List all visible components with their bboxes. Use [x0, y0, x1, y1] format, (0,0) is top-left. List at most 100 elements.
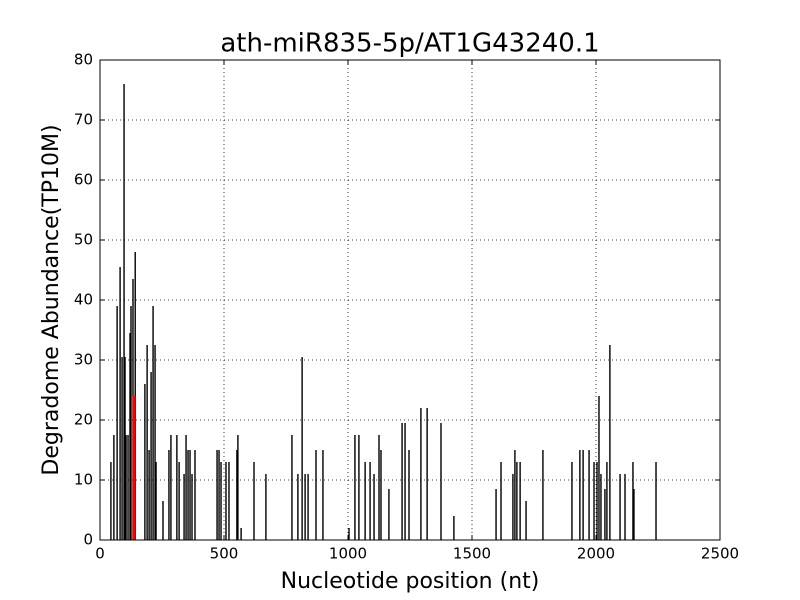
- bar: [633, 489, 635, 540]
- bar: [519, 462, 521, 540]
- bar: [388, 489, 390, 540]
- bar: [579, 450, 581, 540]
- bar: [426, 408, 428, 540]
- bar: [130, 306, 132, 540]
- bar: [154, 345, 156, 540]
- bar: [185, 435, 187, 540]
- bar: [364, 462, 366, 540]
- x-tick-label: 2500: [701, 545, 739, 563]
- bar: [408, 450, 410, 540]
- bar: [440, 423, 442, 540]
- bar: [593, 462, 595, 540]
- bar: [132, 396, 136, 540]
- bar: [110, 462, 112, 540]
- bar: [315, 450, 317, 540]
- x-tick-label: 1000: [329, 545, 367, 563]
- bar: [218, 450, 220, 540]
- bar: [348, 528, 350, 540]
- bar: [129, 333, 131, 540]
- bar: [168, 450, 170, 540]
- bar: [155, 462, 157, 540]
- y-tick-label: 70: [74, 111, 93, 129]
- bar: [304, 474, 306, 540]
- bar: [358, 435, 360, 540]
- bar: [582, 450, 584, 540]
- y-tick-label: 50: [74, 231, 93, 249]
- bar: [162, 501, 164, 540]
- y-tick-label: 30: [74, 351, 93, 369]
- bar: [609, 345, 611, 540]
- bar: [420, 408, 422, 540]
- bar: [369, 462, 371, 540]
- bar: [624, 474, 626, 540]
- bar: [525, 501, 527, 540]
- x-axis-label: Nucleotide position (nt): [281, 569, 540, 594]
- bar: [297, 474, 299, 540]
- bar: [144, 384, 146, 540]
- bar: [121, 357, 123, 540]
- bar: [119, 267, 121, 540]
- bar: [500, 462, 502, 540]
- y-tick-label: 10: [74, 471, 93, 489]
- bar: [600, 474, 602, 540]
- bar: [189, 450, 191, 540]
- bar: [123, 84, 125, 540]
- bar: [354, 435, 356, 540]
- bar: [176, 435, 178, 540]
- bar: [598, 396, 600, 540]
- bar: [380, 450, 382, 540]
- bar: [187, 450, 189, 540]
- bar: [178, 462, 180, 540]
- y-tick-label: 40: [74, 291, 93, 309]
- bar: [604, 489, 606, 540]
- bar: [253, 462, 255, 540]
- bar: [378, 435, 380, 540]
- bar: [113, 435, 115, 540]
- bar: [125, 435, 127, 540]
- bar: [152, 306, 154, 540]
- bar: [322, 450, 324, 540]
- bar: [619, 474, 621, 540]
- bar: [148, 450, 150, 540]
- bar: [512, 474, 514, 540]
- bar: [606, 462, 608, 540]
- y-tick-label: 0: [83, 531, 93, 549]
- bar: [116, 306, 118, 540]
- bar: [225, 462, 227, 540]
- bar: [216, 450, 218, 540]
- bar: [220, 462, 222, 540]
- plot-frame: [99, 59, 721, 541]
- bar: [228, 462, 230, 540]
- bar: [236, 450, 238, 540]
- bar: [307, 474, 309, 540]
- x-tick-label: 500: [210, 545, 239, 563]
- y-tick-label: 80: [74, 51, 93, 69]
- bar: [194, 450, 196, 540]
- x-tick-label: 0: [95, 545, 105, 563]
- bar: [632, 462, 634, 540]
- bar: [495, 489, 497, 540]
- bar: [240, 528, 242, 540]
- bar: [150, 372, 152, 540]
- bar: [191, 474, 193, 540]
- bar: [124, 357, 126, 540]
- bar: [373, 474, 375, 540]
- bar: [542, 450, 544, 540]
- bar: [146, 345, 148, 540]
- bar: [401, 423, 403, 540]
- bar: [453, 516, 455, 540]
- bar: [237, 435, 239, 540]
- bar: [183, 474, 185, 540]
- x-tick-label: 1500: [453, 545, 491, 563]
- y-tick-label: 20: [74, 411, 93, 429]
- bar: [655, 462, 657, 540]
- y-tick-label: 60: [74, 171, 93, 189]
- bar: [516, 462, 518, 540]
- y-axis-label: Degradome Abundance(TP10M): [39, 124, 64, 475]
- chart-title: ath-miR835-5p/AT1G43240.1: [220, 29, 599, 59]
- x-tick-label: 2000: [577, 545, 615, 563]
- bar: [571, 462, 573, 540]
- bar: [404, 423, 406, 540]
- bar: [291, 435, 293, 540]
